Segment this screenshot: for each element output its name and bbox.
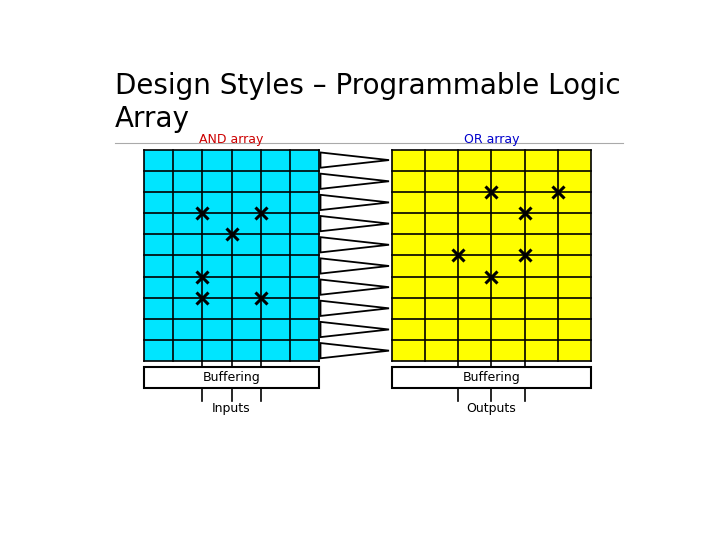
Bar [144,367,319,388]
Text: OR array: OR array [464,133,519,146]
Polygon shape [320,152,389,168]
Text: Outputs: Outputs [467,402,516,415]
Text: AND array: AND array [199,133,264,146]
Polygon shape [320,322,389,337]
Bar [144,150,319,361]
Polygon shape [320,216,389,231]
Text: Buffering: Buffering [462,371,521,384]
Polygon shape [320,258,389,274]
Bar [392,367,590,388]
Bar [392,150,590,361]
Polygon shape [320,237,389,252]
Text: Inputs: Inputs [212,402,251,415]
Polygon shape [320,280,389,295]
Polygon shape [320,195,389,210]
Polygon shape [320,174,389,189]
Text: Buffering: Buffering [203,371,261,384]
Polygon shape [320,343,389,358]
Polygon shape [320,301,389,316]
Text: Design Styles – Programmable Logic
Array: Design Styles – Programmable Logic Array [115,72,621,133]
